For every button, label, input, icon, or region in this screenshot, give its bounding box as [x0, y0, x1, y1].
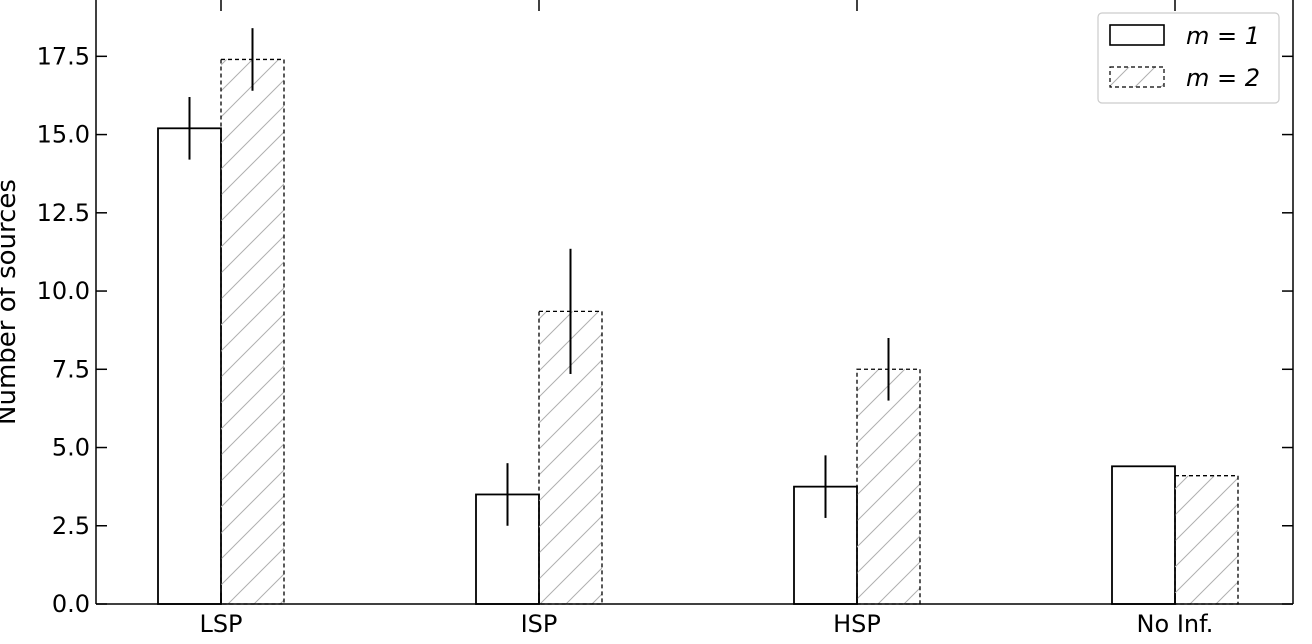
- y-tick-label: 2.5: [52, 512, 90, 540]
- y-tick-label: 17.5: [37, 42, 90, 70]
- y-tick-label: 5.0: [52, 434, 90, 462]
- y-axis: 0.0 2.5 5.0 7.5 10.0 12.5 15.0 17.5: [37, 0, 1294, 618]
- plot-area: [157, 28, 1239, 605]
- bar-m1-lsp: [157, 127, 222, 605]
- bar-m2-no-inf-: [1174, 475, 1239, 605]
- y-tick-label: 15.0: [37, 121, 90, 149]
- legend-label-m2: m = 2: [1186, 64, 1260, 92]
- bar-m2-lsp: [220, 58, 285, 605]
- y-axis-label: Number of sources: [0, 179, 22, 425]
- y-tick-label: 12.5: [37, 199, 90, 227]
- x-tick-label: LSP: [199, 610, 242, 638]
- x-tick-label: No Inf.: [1137, 610, 1214, 638]
- bar-m2-hsp: [856, 368, 921, 605]
- legend-swatch-m2: [1109, 66, 1165, 88]
- legend-swatch-m1: [1109, 24, 1165, 46]
- x-tick-label: HSP: [833, 610, 881, 638]
- y-tick-label: 0.0: [52, 590, 90, 618]
- y-tick-label: 10.0: [37, 277, 90, 305]
- x-axis: LSP ISP HSP No Inf.: [96, 0, 1293, 638]
- legend-label-m1: m = 1: [1186, 22, 1260, 50]
- y-tick-label: 7.5: [52, 355, 90, 383]
- bar-m1-no-inf-: [1111, 465, 1176, 605]
- x-tick-label: ISP: [521, 610, 558, 638]
- legend: m = 1 m = 2: [1097, 12, 1280, 104]
